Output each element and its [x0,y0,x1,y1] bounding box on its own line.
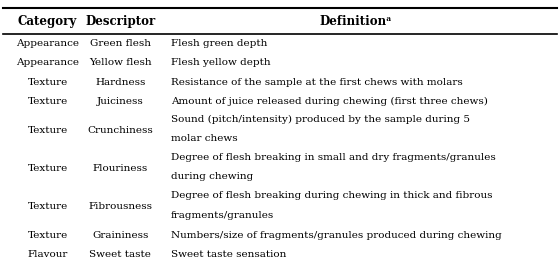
Text: Yellow flesh: Yellow flesh [89,58,152,68]
Text: Crunchiness: Crunchiness [87,126,153,135]
Text: Texture: Texture [27,203,68,211]
Text: molar chews: molar chews [171,134,237,143]
Text: Category: Category [18,14,77,28]
Text: Graininess: Graininess [92,231,148,240]
Text: Sound (pitch/intensity) produced by the sample during 5: Sound (pitch/intensity) produced by the … [171,114,470,124]
Text: Appearance: Appearance [16,39,79,48]
Text: Flesh green depth: Flesh green depth [171,39,267,48]
Text: fragments/granules: fragments/granules [171,211,274,220]
Text: Fibrousness: Fibrousness [88,203,152,211]
Text: Flouriness: Flouriness [93,164,148,173]
Text: Juiciness: Juiciness [97,97,144,106]
Text: Amount of juice released during chewing (first three chews): Amount of juice released during chewing … [171,97,488,106]
Text: Degree of flesh breaking during chewing in thick and fibrous: Degree of flesh breaking during chewing … [171,191,492,200]
Text: Texture: Texture [27,78,68,87]
Text: Hardness: Hardness [95,78,146,87]
Text: Sweet taste sensation: Sweet taste sensation [171,250,286,260]
Text: Texture: Texture [27,231,68,240]
Text: Sweet taste: Sweet taste [90,250,151,260]
Text: Degree of flesh breaking in small and dry fragments/granules: Degree of flesh breaking in small and dr… [171,153,496,162]
Text: Appearance: Appearance [16,58,79,68]
Text: Numbers/size of fragments/granules produced during chewing: Numbers/size of fragments/granules produ… [171,231,502,240]
Text: during chewing: during chewing [171,172,253,181]
Text: Texture: Texture [27,164,68,173]
Text: Descriptor: Descriptor [85,14,156,28]
Text: Texture: Texture [27,126,68,135]
Text: Texture: Texture [27,97,68,106]
Text: Flavour: Flavour [27,250,68,260]
Text: Green flesh: Green flesh [90,39,151,48]
Text: Resistance of the sample at the first chews with molars: Resistance of the sample at the first ch… [171,78,463,87]
Text: Flesh yellow depth: Flesh yellow depth [171,58,270,68]
Text: Definitionᵃ: Definitionᵃ [319,14,392,28]
